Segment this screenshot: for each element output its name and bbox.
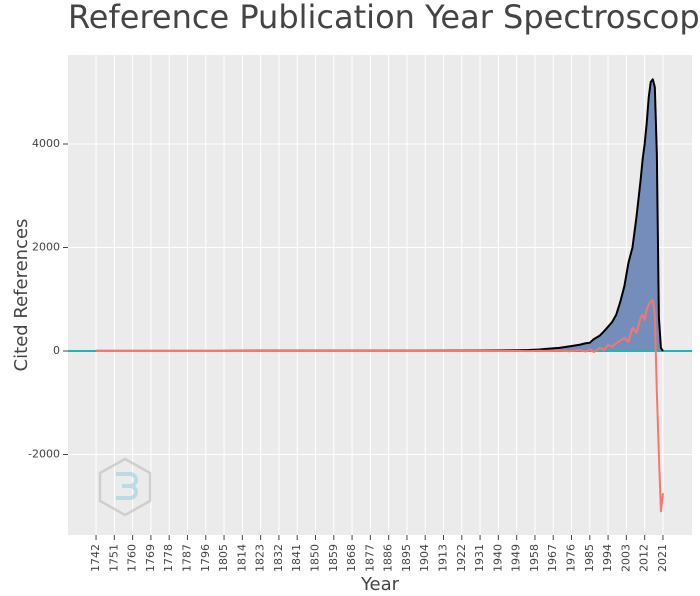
x-tick-label: 1976: [565, 544, 578, 572]
x-tick-label: 1868: [345, 544, 358, 572]
x-tick-label: 1850: [308, 544, 321, 572]
x-tick-label: 1751: [107, 544, 120, 572]
marks: [68, 78, 692, 513]
x-tick-label: 1805: [217, 544, 230, 572]
x-tick-label: 1967: [546, 544, 559, 572]
x-tick-label: 1877: [363, 544, 376, 572]
x-tick-label: 1814: [235, 544, 248, 572]
x-tick-label: 1940: [491, 544, 504, 572]
logo-glyph: [116, 472, 138, 500]
x-tick-label: 1922: [455, 544, 468, 572]
x-tick-label: 1904: [418, 544, 431, 572]
x-tick-label: 1760: [126, 544, 139, 572]
x-tick-label: 1841: [290, 544, 303, 572]
x-tick-label: 1778: [162, 544, 175, 572]
x-tick-label: 2003: [619, 544, 632, 572]
x-tick-label: 1958: [528, 544, 541, 572]
x-tick-label: 1913: [436, 544, 449, 572]
y-tick-label: -2000: [28, 447, 60, 460]
x-tick-label: 1742: [89, 544, 102, 572]
tick-labels: -2000 0 2000 4000 1742 1751 1760 1769 1778 1787 17…: [28, 137, 669, 572]
x-tick-label: 1985: [583, 544, 596, 572]
y-axis-title: Cited References: [11, 219, 32, 372]
x-tick-label: 2021: [656, 544, 669, 572]
x-tick-label: 1769: [144, 544, 157, 572]
x-tick-label: 1931: [473, 544, 486, 572]
chart-title: Reference Publication Year Spectroscopy: [68, 0, 700, 36]
y-tick-label: 4000: [32, 137, 60, 150]
x-tick-label: 1949: [510, 544, 523, 572]
series-line: [96, 299, 664, 513]
x-tick-label: 1832: [272, 544, 285, 572]
watermark-logo: [98, 457, 152, 517]
x-tick-label: 2012: [638, 544, 651, 572]
grid: [63, 55, 692, 540]
x-tick-label: 1796: [199, 544, 212, 572]
x-tick-label: 1787: [180, 544, 193, 572]
plot-background: [68, 55, 692, 535]
y-tick-label: 2000: [32, 240, 60, 253]
x-tick-label: 1823: [254, 544, 267, 572]
x-tick-label: 1895: [400, 544, 413, 572]
x-tick-label: 1886: [382, 544, 395, 572]
logo-hexagon: [98, 457, 152, 517]
x-tick-label: 1994: [601, 544, 614, 572]
x-tick-label: 1859: [327, 544, 340, 572]
y-tick-label: 0: [53, 344, 60, 357]
x-axis-title: Year: [360, 574, 400, 595]
